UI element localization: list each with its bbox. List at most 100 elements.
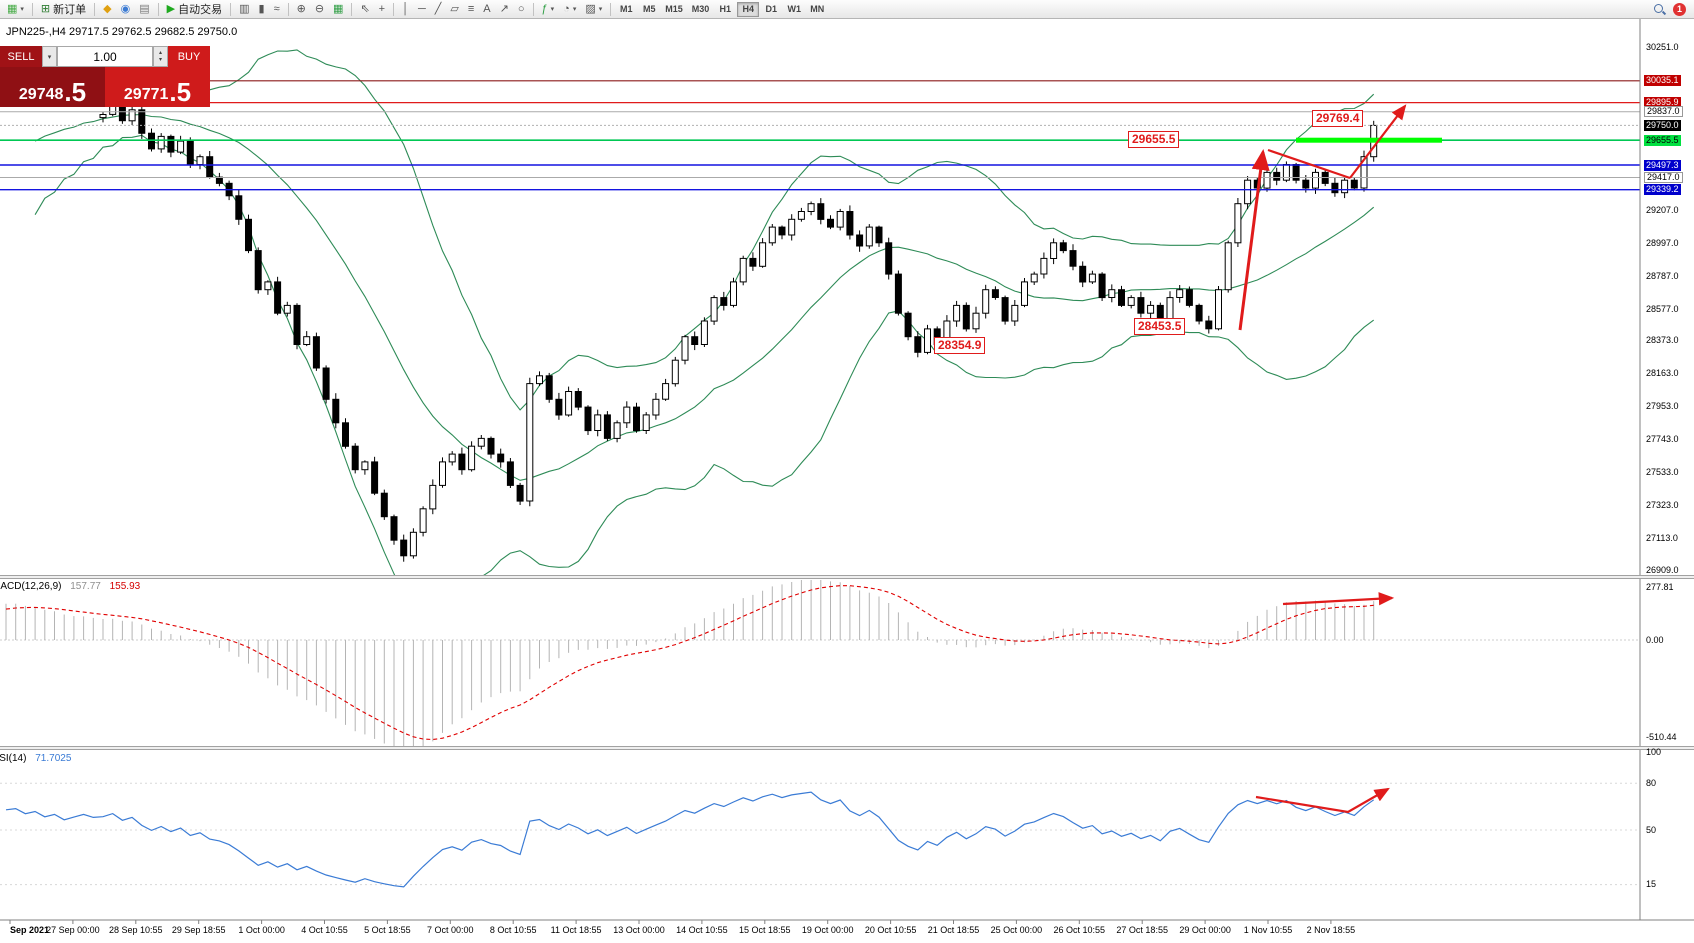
one-click-trade-panel: SELL ▾ 1.00 ▴ ▾ BUY 29748.5 29771.5 <box>0 46 210 107</box>
templates-button[interactable]: ▨ ▾ <box>581 1 606 18</box>
price-axis-label: 27743.0 <box>1646 434 1679 444</box>
arrows-button[interactable]: ↗ <box>496 1 513 18</box>
line-chart-button[interactable]: ≈ <box>270 1 284 18</box>
trade-panel-header: SELL ▾ 1.00 ▴ ▾ BUY <box>0 46 210 67</box>
chevron-down-icon: ▾ <box>20 6 24 13</box>
time-axis-label: 21 Oct 18:55 <box>927 925 980 935</box>
text-button[interactable]: A <box>479 1 494 18</box>
toolbar: ▦ ▾ ⊞ 新订单 ◆ ◉ ▤ ▶ 自动交易 ▥ ▮ ≈ ⊕ ⊖ ▦ ⇖ + │ ─ ╱ ▱ ≡ A ↗ ○ ƒ ▾ ◔ ▾ ▨ ▾ M1 M5… <box>0 0 1694 19</box>
rsi-axis-label: 80 <box>1646 777 1657 788</box>
sell-button[interactable]: 29748.5 <box>0 67 105 107</box>
zoom-in-icon: ⊕ <box>296 2 306 15</box>
price-axis-label: 28373.0 <box>1646 335 1679 346</box>
macd-axis-label: 0.00 <box>1646 634 1664 645</box>
periods-icon: ◔ <box>563 2 570 15</box>
trendline-button[interactable]: ╱ <box>431 1 446 18</box>
price-axis-label: 30035.1 <box>1644 75 1681 87</box>
rsi-name: RSI(14) <box>0 753 27 764</box>
candlestick-chart-button[interactable]: ▮ <box>255 1 269 18</box>
indicators-button[interactable]: ƒ ▾ <box>538 1 559 18</box>
rsi-panel-separator[interactable] <box>0 746 1694 750</box>
time-axis-label: 11 Oct 18:55 <box>550 925 602 935</box>
volume-input[interactable]: 1.00 <box>57 46 153 67</box>
time-axis-label: 8 Oct 10:55 <box>489 925 537 935</box>
toolbar-right: 1 <box>1653 2 1691 16</box>
timeframe-m15-button[interactable]: M15 <box>665 3 683 14</box>
templates-icon: ▨ <box>585 2 596 15</box>
time-axis-label: 1 Oct 00:00 <box>238 925 285 935</box>
macd-axis-label: 277.81 <box>1646 581 1674 592</box>
quotes-icon[interactable]: ◆ <box>99 1 115 18</box>
sell-tab[interactable]: SELL <box>0 46 42 67</box>
macd-main-value: 157.77 <box>70 581 101 592</box>
timeframe-h1-button[interactable]: H1 <box>719 3 732 14</box>
notification-badge[interactable]: 1 <box>1673 2 1686 16</box>
shapes-icon: ○ <box>517 2 525 15</box>
vertical-line-button[interactable]: │ <box>398 1 413 18</box>
toolbar-separator <box>287 2 289 16</box>
time-axis-label: 7 Oct 00:00 <box>427 925 474 935</box>
buy-button[interactable]: 29771.5 <box>105 67 210 107</box>
alerts-icon[interactable]: ◉ <box>117 1 135 18</box>
search-icon[interactable] <box>1653 3 1666 16</box>
macd-name: MACD(12,26,9) <box>0 581 62 592</box>
price-axis-label: 27113.0 <box>1646 532 1678 543</box>
new-order-button[interactable]: ⊞ 新订单 <box>37 1 90 18</box>
chevron-down-icon: ▾ <box>572 6 577 13</box>
time-axis-label: 13 Oct 00:00 <box>613 925 665 935</box>
trade-panel-options-dropdown[interactable]: ▾ <box>42 46 57 67</box>
trendline-icon: ╱ <box>434 2 442 15</box>
tile-windows-button[interactable]: ▦ <box>329 1 347 18</box>
time-axis-label: 20 Oct 10:55 <box>864 925 917 935</box>
shapes-button[interactable]: ○ <box>514 1 529 18</box>
time-axis-label: 28 Sep 10:55 <box>109 925 163 935</box>
time-axis-label: 29 Sep 18:55 <box>171 925 226 935</box>
bars-chart-icon: ▥ <box>239 2 250 15</box>
price-axis-label: 28787.0 <box>1646 270 1679 281</box>
horizontal-line-button[interactable]: ─ <box>414 1 430 18</box>
rsi-axis-label: 15 <box>1646 879 1657 890</box>
timeframe-mn-button[interactable]: MN <box>810 3 825 14</box>
macd-panel-separator[interactable] <box>0 575 1694 579</box>
cursor-button[interactable]: ⇖ <box>356 1 373 18</box>
time-axis-label: 27 Sep 00:00 <box>46 925 100 935</box>
fibonacci-button[interactable]: ≡ <box>464 1 478 18</box>
timeframe-m1-button[interactable]: M1 <box>619 3 633 14</box>
timeframe-w1-button[interactable]: W1 <box>787 3 802 14</box>
price-axis-label: 27533.0 <box>1646 466 1679 477</box>
zoom-out-button[interactable]: ⊖ <box>311 1 328 18</box>
autotrading-icon: ▶ <box>166 2 176 15</box>
toolbar-separator <box>31 2 33 16</box>
price-axis-label: 29497.3 <box>1644 159 1681 171</box>
channel-button[interactable]: ▱ <box>446 1 462 18</box>
time-axis-label: 27 Oct 18:55 <box>1116 925 1168 935</box>
time-axis-label: 5 Oct 18:55 <box>364 925 411 935</box>
time-axis-label: 26 Oct 10:55 <box>1053 925 1106 935</box>
new-chart-button[interactable]: ▦ ▾ <box>3 1 28 18</box>
timeframe-d1-button[interactable]: D1 <box>765 3 778 14</box>
time-axis-label: 29 Oct 00:00 <box>1179 925 1231 935</box>
volume-stepper[interactable]: ▴ ▾ <box>153 46 168 67</box>
time-axis-label: 19 Oct 00:00 <box>801 925 854 935</box>
buy-price-fraction: .5 <box>169 77 192 107</box>
mailbox-icon[interactable]: ▤ <box>135 1 153 18</box>
quotes-icon-icon: ◆ <box>103 2 112 15</box>
horizontal-line-icon: ─ <box>417 2 426 15</box>
bars-chart-button[interactable]: ▥ <box>235 1 253 18</box>
macd-signal-value: 155.93 <box>109 581 141 592</box>
time-axis-label: 25 Oct 00:00 <box>990 925 1043 935</box>
autotrading-button[interactable]: ▶ 自动交易 <box>163 1 226 18</box>
sell-price-fraction: .5 <box>64 77 87 107</box>
rsi-axis-label: 100 <box>1646 746 1662 757</box>
timeframe-m30-button[interactable]: M30 <box>691 3 710 14</box>
zoom-in-button[interactable]: ⊕ <box>293 1 310 18</box>
price-annotation: 28354.9 <box>934 337 986 354</box>
timeframe-h4-button[interactable]: H4 <box>737 1 760 17</box>
price-annotation: 29655.5 <box>1128 131 1180 148</box>
time-axis-label: 14 Oct 10:55 <box>676 925 728 935</box>
timeframe-m5-button[interactable]: M5 <box>642 3 656 14</box>
buy-tab[interactable]: BUY <box>168 46 210 67</box>
periods-button[interactable]: ◔ ▾ <box>559 1 580 18</box>
crosshair-button[interactable]: + <box>375 1 389 18</box>
